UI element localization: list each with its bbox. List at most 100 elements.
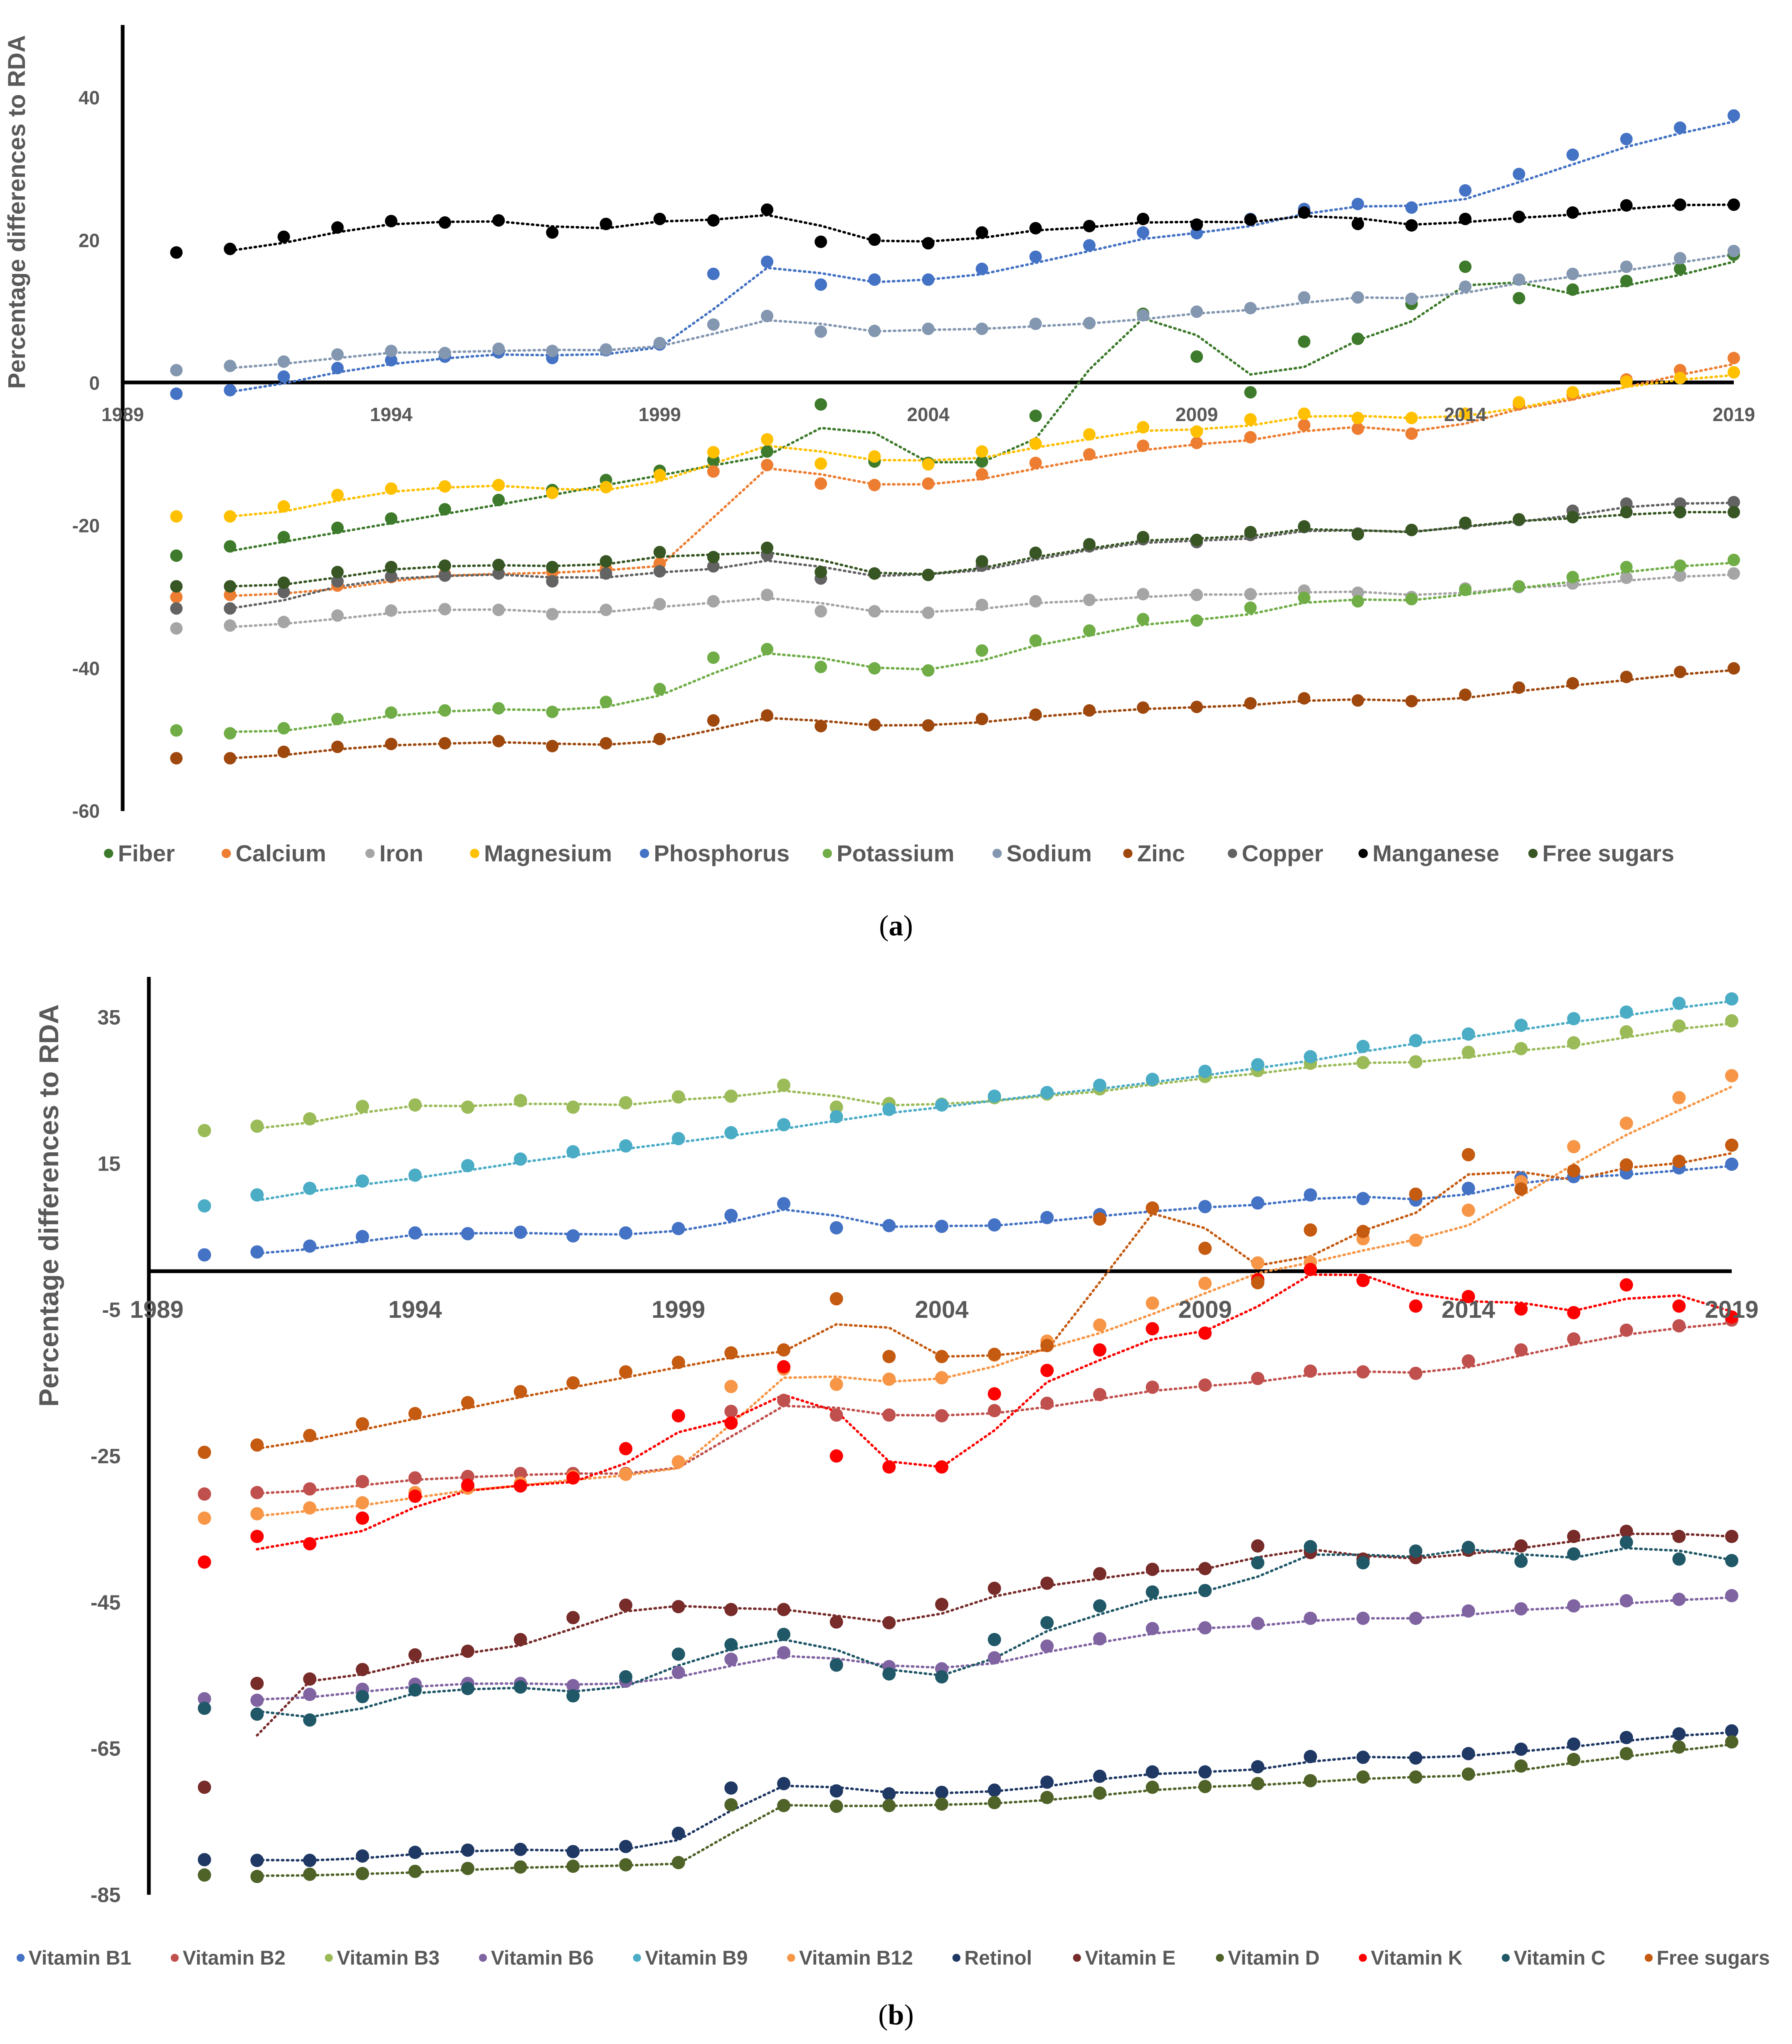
point-magnesium (922, 458, 935, 471)
point-vitamin-b6 (724, 1652, 738, 1666)
point-sodium (385, 345, 397, 358)
point-vitamin-b9 (1093, 1078, 1106, 1092)
point-vitamin-b6 (1040, 1639, 1054, 1653)
point-manganese (546, 226, 559, 239)
point-copper (331, 575, 344, 588)
point-vitamin-e (619, 1598, 632, 1612)
panel-a-x-tick-label: 2004 (907, 404, 950, 425)
point-vitamin-k (1567, 1306, 1580, 1319)
point-fiber (1674, 262, 1686, 275)
point-vitamin-b12 (1409, 1233, 1422, 1247)
legend-label-manganese: Manganese (1372, 840, 1499, 866)
legend-label-iron: Iron (379, 840, 423, 866)
point-copper (1620, 497, 1633, 510)
point-vitamin-b6 (250, 1694, 264, 1707)
point-copper (546, 575, 559, 588)
point-zinc (1298, 692, 1311, 705)
panel-b-x-tick-label: 2004 (915, 1296, 968, 1323)
point-free-sugars (1620, 506, 1633, 518)
point-vitamin-b2 (1672, 1319, 1686, 1333)
point-potassium (707, 651, 720, 664)
point-copper (600, 567, 612, 580)
point-vitamin-k (513, 1479, 527, 1493)
point-vitamin-c (1514, 1554, 1528, 1568)
point-iron (1029, 595, 1042, 608)
point-vitamin-e (882, 1616, 896, 1630)
point-phosphorus (975, 262, 988, 275)
point-vitamin-b3 (355, 1100, 369, 1113)
point-free-sugars (1461, 1148, 1475, 1161)
panel-b-ticks: 35 15 -5 -25 -45 -65 -85 1989 1994 1999 2004 2009 20… (91, 1006, 1759, 1907)
point-vitamin-b9 (987, 1090, 1001, 1103)
point-copper (653, 565, 666, 578)
point-vitamin-c (987, 1633, 1001, 1647)
point-vitamin-b2 (513, 1467, 527, 1480)
point-iron (922, 607, 935, 619)
point-potassium (1137, 613, 1150, 626)
point-zinc (1405, 695, 1418, 708)
point-phosphorus (1513, 168, 1525, 180)
legend-swatch-retinol (952, 1954, 960, 1962)
point-vitamin-d (829, 1800, 843, 1813)
legend-label-sodium: Sodium (1007, 840, 1092, 866)
panel-a-caption-letter: a (889, 910, 903, 942)
point-vitamin-d (1040, 1791, 1054, 1804)
legend-swatch-copper (1228, 848, 1237, 858)
point-vitamin-e (303, 1672, 316, 1686)
legend-swatch-vitamin-b3 (325, 1954, 333, 1962)
point-vitamin-b9 (1251, 1058, 1264, 1072)
point-vitamin-b6 (777, 1646, 790, 1659)
point-free-sugars (1672, 1154, 1686, 1168)
point-zinc (1459, 688, 1472, 701)
point-potassium (1513, 580, 1525, 593)
point-free-sugars (1198, 1241, 1212, 1255)
point-zinc (1083, 704, 1096, 717)
point-zinc (922, 719, 935, 732)
point-vitamin-e (724, 1603, 738, 1616)
point-vitamin-k (1461, 1290, 1475, 1303)
point-retinol (1251, 1760, 1264, 1774)
point-zinc (707, 714, 720, 727)
point-vitamin-b2 (1145, 1381, 1159, 1394)
point-vitamin-b6 (1198, 1621, 1212, 1635)
point-vitamin-b3 (461, 1100, 474, 1114)
legend-item-vitamin-b12: Vitamin B12 (787, 1947, 913, 1969)
point-vitamin-d (513, 1860, 527, 1874)
panel-a-ticks: 40 20 0 -20 -40 -60 1989 1994 1999 2004 2009 2014 20… (72, 87, 1755, 822)
panel-a-caption-close: ) (903, 910, 913, 942)
point-vitamin-b2 (829, 1408, 843, 1422)
point-calcium (761, 459, 773, 471)
point-retinol (408, 1846, 422, 1859)
point-vitamin-k (303, 1537, 316, 1551)
point-vitamin-b6 (1672, 1593, 1686, 1606)
point-iron (1674, 569, 1686, 582)
point-manganese (761, 203, 773, 216)
point-vitamin-c (1619, 1536, 1633, 1549)
point-free-sugars (566, 1376, 580, 1390)
point-iron (1728, 567, 1740, 580)
legend-label-vitamin-b2: Vitamin B2 (183, 1947, 285, 1969)
point-phosphorus (1620, 133, 1633, 145)
point-vitamin-c (882, 1667, 896, 1681)
point-copper (224, 602, 237, 615)
point-vitamin-c (1672, 1552, 1686, 1566)
point-manganese (1405, 219, 1418, 232)
point-vitamin-c (935, 1670, 948, 1684)
legend-item-vitamin-e: Vitamin E (1073, 1947, 1175, 1969)
point-iron (868, 605, 881, 618)
point-vitamin-b6 (303, 1688, 316, 1701)
point-vitamin-c (461, 1682, 474, 1695)
point-vitamin-b1 (882, 1219, 896, 1233)
legend-label-vitamin-c: Vitamin C (1514, 1947, 1606, 1969)
point-vitamin-e (1040, 1576, 1054, 1590)
point-vitamin-b12 (724, 1380, 738, 1393)
point-potassium (653, 683, 666, 695)
point-copper (277, 586, 290, 599)
point-free-sugars (829, 1292, 843, 1306)
point-phosphorus (1405, 201, 1418, 214)
point-vitamin-b3 (1514, 1042, 1528, 1055)
point-vitamin-e (935, 1598, 948, 1611)
point-vitamin-b12 (1145, 1296, 1159, 1310)
point-fiber (815, 398, 827, 411)
point-vitamin-d (1303, 1774, 1317, 1788)
